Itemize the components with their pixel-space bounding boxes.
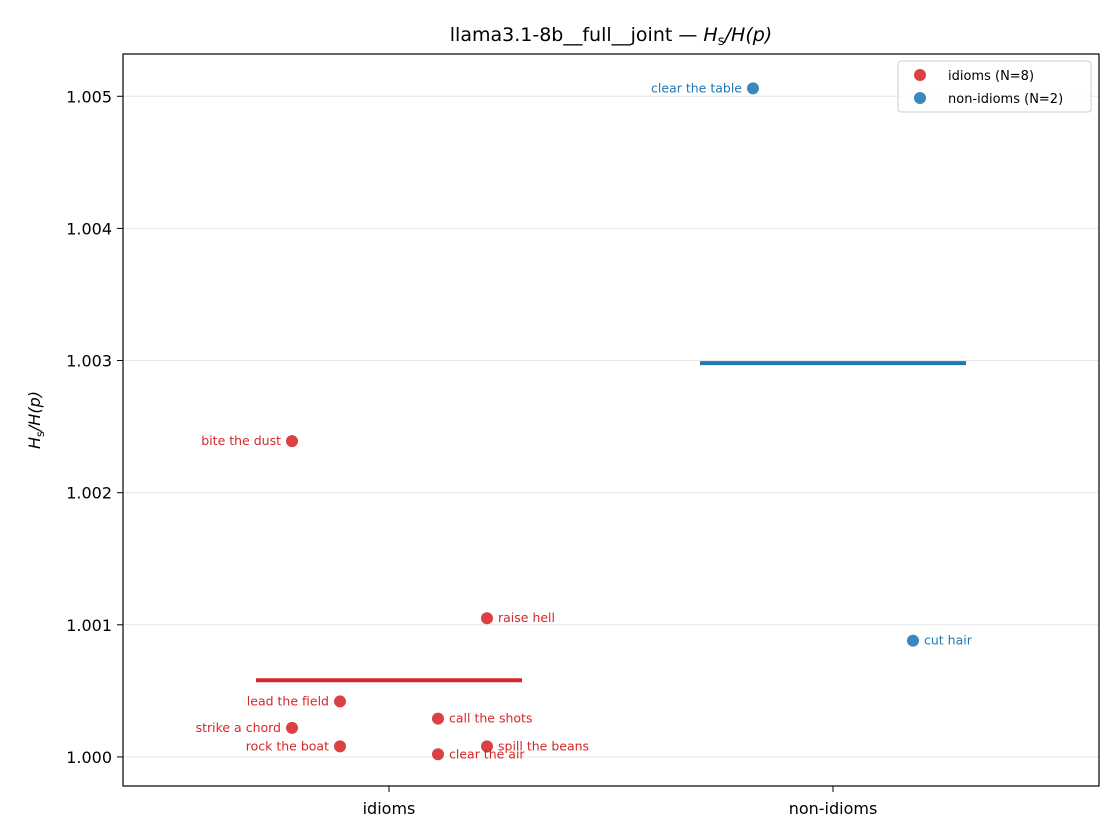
legend: idioms (N=8) non-idioms (N=2) — [897, 60, 1092, 113]
point-label: spill the beans — [498, 738, 589, 753]
point-label: raise hell — [498, 610, 555, 625]
data-points — [286, 82, 919, 761]
x-tick-label-idioms: idioms — [363, 799, 416, 818]
data-point — [334, 740, 346, 753]
x-tick-label-non-idioms: non-idioms — [789, 799, 878, 818]
data-point — [334, 695, 346, 708]
mean-lines — [256, 361, 966, 683]
legend-box — [897, 60, 1092, 113]
data-point — [432, 748, 444, 761]
y-tick-label: 1.000 — [66, 748, 112, 767]
y-tick-label: 1.001 — [66, 616, 112, 635]
point-label: cut hair — [924, 633, 973, 648]
data-point — [481, 612, 493, 625]
point-label: bite the dust — [201, 433, 281, 448]
x-axis: idioms non-idioms — [363, 786, 878, 818]
data-point — [432, 712, 444, 725]
legend-marker — [914, 92, 926, 104]
point-label: strike a chord — [196, 720, 281, 735]
y-tick-label: 1.003 — [66, 352, 112, 371]
plot-frame — [122, 53, 1100, 787]
legend-entry: non-idioms (N=2) — [948, 92, 1063, 107]
data-point — [907, 634, 919, 647]
point-labels: bite the dust raise hell lead the field cal… — [196, 80, 973, 761]
point-label: rock the boat — [246, 738, 329, 753]
legend-marker — [914, 69, 926, 81]
y-axis: 1.000 1.001 1.002 1.003 1.004 1.005 — [66, 87, 123, 767]
y-axis-label: Hs/H(p) — [25, 391, 47, 449]
data-point — [286, 721, 298, 734]
y-tick-label: 1.005 — [66, 87, 112, 106]
legend-entry: idioms (N=8) — [948, 69, 1034, 84]
data-point — [481, 740, 493, 753]
grid-lines — [123, 95, 1099, 758]
point-label: clear the air — [449, 746, 525, 761]
point-label: clear the table — [651, 80, 742, 95]
y-tick-label: 1.002 — [66, 484, 112, 503]
data-point — [747, 82, 759, 95]
data-point — [286, 435, 298, 448]
point-label: call the shots — [449, 711, 532, 726]
y-tick-label: 1.004 — [66, 219, 112, 238]
chart-title: llama3.1-8b__full__joint — Hs/H(p) — [450, 24, 772, 49]
point-label: lead the field — [247, 693, 329, 708]
